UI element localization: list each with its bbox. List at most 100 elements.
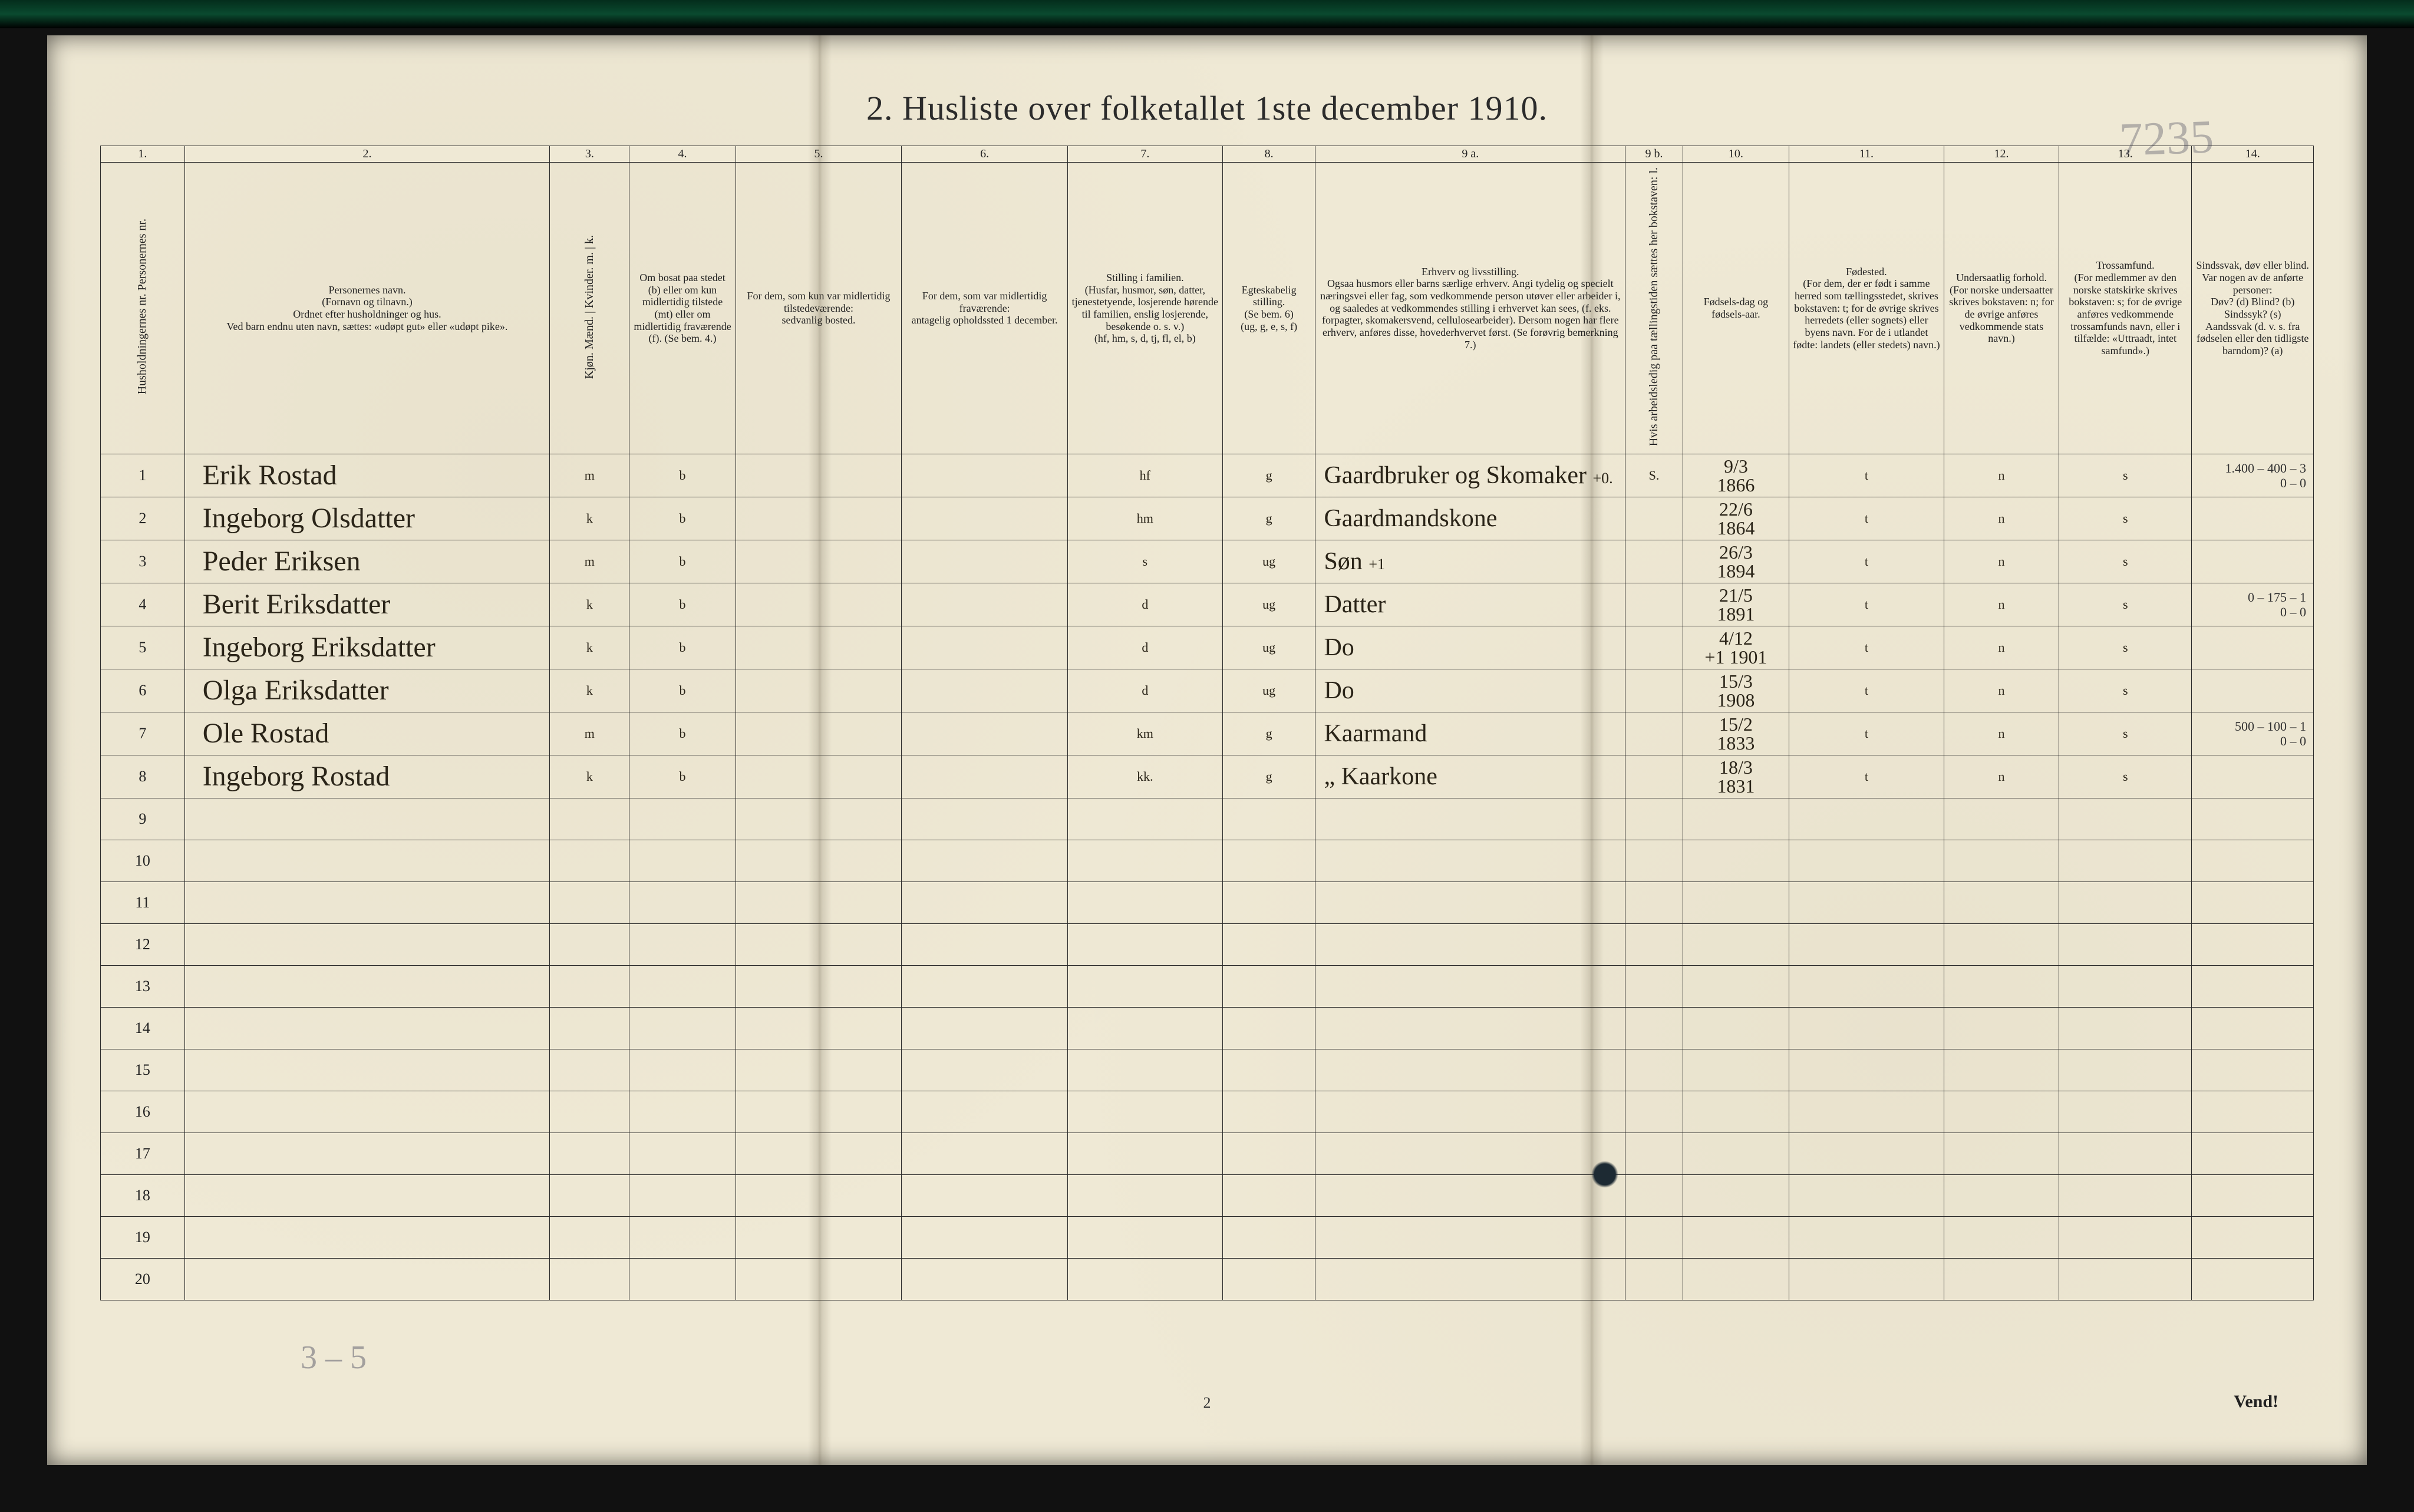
empty-cell — [2192, 1007, 2314, 1049]
table-row-empty: 16 — [101, 1091, 2314, 1133]
row-number: 8 — [101, 755, 185, 798]
column-number: 6. — [902, 146, 1068, 163]
empty-cell — [550, 1258, 629, 1300]
empty-cell — [629, 1174, 736, 1216]
empty-cell — [184, 798, 550, 840]
table-row-empty: 20 — [101, 1258, 2314, 1300]
religion: s — [2059, 626, 2192, 669]
sex: k — [550, 583, 629, 626]
nationality: n — [1944, 626, 2059, 669]
empty-cell — [2192, 923, 2314, 965]
table-row-empty: 19 — [101, 1216, 2314, 1258]
empty-cell — [1222, 1258, 1315, 1300]
column-number: 3. — [550, 146, 629, 163]
empty-cell — [1315, 923, 1625, 965]
census-body: 1Erik RostadmbhfgGaardbruker og Skomaker… — [101, 454, 2314, 1300]
unemployed-flag — [1625, 626, 1683, 669]
table-row-empty: 12 — [101, 923, 2314, 965]
empty-cell — [1683, 840, 1789, 882]
empty-cell — [1944, 1091, 2059, 1133]
vend-label: Vend! — [2234, 1392, 2278, 1412]
empty-cell — [629, 1133, 736, 1174]
religion: s — [2059, 712, 2192, 755]
sex: k — [550, 626, 629, 669]
empty-cell — [1222, 1133, 1315, 1174]
marital-status: ug — [1222, 540, 1315, 583]
empty-cell — [2192, 1174, 2314, 1216]
empty-cell — [902, 1091, 1068, 1133]
religion: s — [2059, 755, 2192, 798]
empty-cell — [1944, 1133, 2059, 1174]
marital-status: ug — [1222, 626, 1315, 669]
empty-cell — [2192, 882, 2314, 923]
empty-cell — [184, 1216, 550, 1258]
empty-cell — [629, 965, 736, 1007]
empty-cell — [2192, 840, 2314, 882]
column-number: 4. — [629, 146, 736, 163]
religion: s — [2059, 583, 2192, 626]
empty-cell — [1067, 923, 1222, 965]
empty-cell — [2059, 798, 2192, 840]
table-row-empty: 17 — [101, 1133, 2314, 1174]
pencil-tally-bottom: 3 – 5 — [301, 1339, 367, 1376]
page-number: 2 — [1203, 1394, 1211, 1412]
empty-cell — [1625, 798, 1683, 840]
empty-cell — [1315, 1049, 1625, 1091]
occupation: Søn +1 — [1315, 540, 1625, 583]
empty-cell — [629, 798, 736, 840]
column-header: Trossamfund.(For medlemmer av den norske… — [2059, 163, 2192, 454]
empty-cell — [1683, 1258, 1789, 1300]
empty-cell — [1683, 1216, 1789, 1258]
nationality: n — [1944, 454, 2059, 497]
residence-status: b — [629, 583, 736, 626]
margin-note — [2192, 755, 2314, 798]
column-header: Om bosat paa stedet (b) eller om kun mid… — [629, 163, 736, 454]
column-header: Undersaatlig forhold.(For norske undersa… — [1944, 163, 2059, 454]
unemployed-flag: S. — [1625, 454, 1683, 497]
empty-cell — [1222, 923, 1315, 965]
row-number: 10 — [101, 840, 185, 882]
empty-cell — [1944, 840, 2059, 882]
column-header: For dem, som var midlertidig fraværende:… — [902, 163, 1068, 454]
empty-cell — [550, 1216, 629, 1258]
empty-cell — [1625, 1258, 1683, 1300]
religion: s — [2059, 497, 2192, 540]
empty-cell — [1067, 1007, 1222, 1049]
sex: m — [550, 712, 629, 755]
column-header: Fødsels-dag og fødsels-aar. — [1683, 163, 1789, 454]
occupation: Do — [1315, 669, 1625, 712]
empty-cell — [1067, 1258, 1222, 1300]
empty-cell — [1315, 1216, 1625, 1258]
row-number: 1 — [101, 454, 185, 497]
column-header: Stilling i familien.(Husfar, husmor, søn… — [1067, 163, 1222, 454]
residence-status: b — [629, 712, 736, 755]
sex: m — [550, 454, 629, 497]
empty-cell — [1067, 1133, 1222, 1174]
sex: k — [550, 497, 629, 540]
empty-cell — [1315, 1091, 1625, 1133]
empty-cell — [1067, 798, 1222, 840]
empty-cell — [629, 840, 736, 882]
row-number: 15 — [101, 1049, 185, 1091]
margin-note — [2192, 669, 2314, 712]
empty-cell — [1683, 1174, 1789, 1216]
empty-cell — [1067, 882, 1222, 923]
birthplace: t — [1789, 626, 1944, 669]
empty-cell — [184, 1174, 550, 1216]
residence-status: b — [629, 626, 736, 669]
empty-cell — [184, 840, 550, 882]
empty-cell — [1315, 1258, 1625, 1300]
empty-cell — [629, 1091, 736, 1133]
empty-cell — [1625, 1174, 1683, 1216]
empty-cell — [1944, 1216, 2059, 1258]
table-row: 1Erik RostadmbhfgGaardbruker og Skomaker… — [101, 454, 2314, 497]
birthplace: t — [1789, 755, 1944, 798]
empty-cell — [550, 882, 629, 923]
temp-absent — [902, 669, 1068, 712]
column-number: 9 b. — [1625, 146, 1683, 163]
paper-fold-right — [1580, 35, 1604, 1465]
person-name: Ingeborg Rostad — [184, 755, 550, 798]
margin-note: 1.400 – 400 – 30 – 0 — [2192, 454, 2314, 497]
family-position: km — [1067, 712, 1222, 755]
nationality: n — [1944, 540, 2059, 583]
